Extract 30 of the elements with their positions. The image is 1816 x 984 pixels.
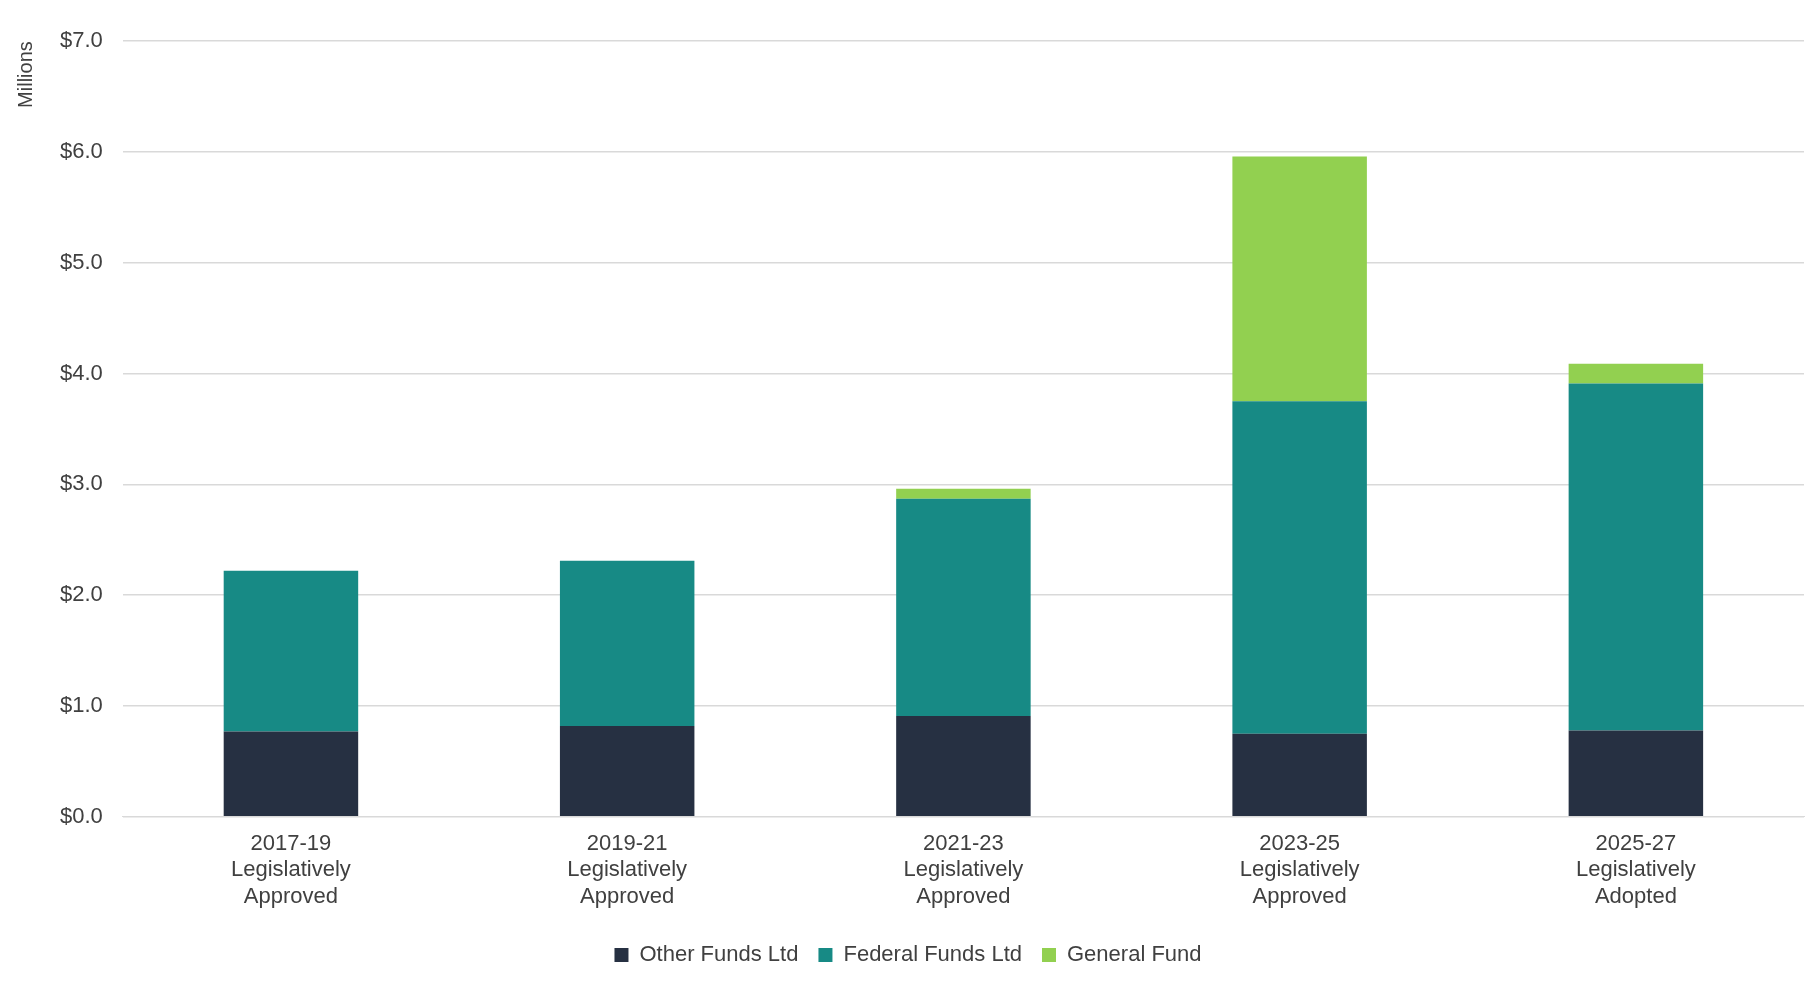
x-tick-label: 2025-27 Legislatively Adopted [1575, 830, 1696, 908]
bar [1232, 733, 1367, 817]
legend-label: Federal Funds Ltd [843, 941, 1022, 967]
y-tick-label: $3.0 [59, 470, 103, 496]
bar [1568, 383, 1704, 731]
y-tick-label: $7.0 [59, 27, 103, 53]
legend-label: General Fund [1067, 941, 1202, 967]
x-tick-label: 2021-23 Legislatively Approved [903, 830, 1024, 908]
y-tick-label: $6.0 [59, 138, 103, 164]
bar [1568, 730, 1704, 817]
x-tick-label: 2017-19 Legislatively Approved [231, 830, 351, 908]
bar [223, 731, 359, 817]
bar [559, 560, 695, 726]
y-tick-label: $5.0 [59, 248, 103, 274]
legend-label: Other Funds Ltd [639, 941, 799, 967]
bar [896, 715, 1031, 817]
bar [896, 498, 1031, 716]
y-tick-label: $2.0 [59, 581, 103, 607]
bar [1232, 401, 1367, 734]
y-axis-title: Millions [13, 41, 36, 108]
y-tick-label: $4.0 [59, 359, 103, 385]
y-tick-label: $1.0 [59, 692, 103, 718]
bar [223, 570, 359, 732]
bar [559, 725, 695, 817]
bar [896, 488, 1031, 499]
x-tick-label: 2023-25 Legislatively Approved [1239, 830, 1360, 908]
bar [1568, 363, 1704, 384]
y-tick-label: $0.0 [59, 802, 103, 828]
x-tick-label: 2019-21 Legislatively Approved [567, 830, 688, 908]
bar [1232, 156, 1367, 402]
